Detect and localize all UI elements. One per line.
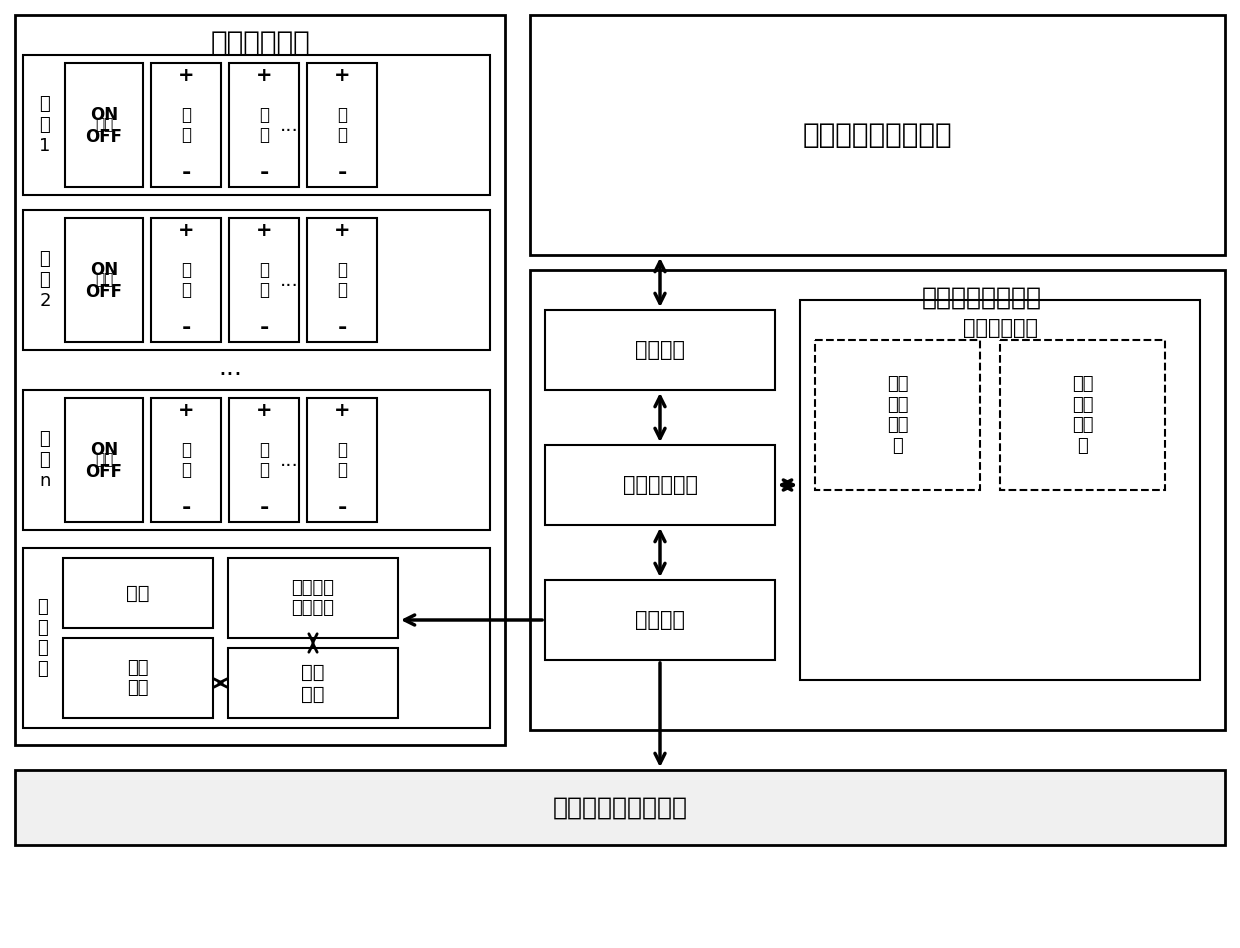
Text: ...: ... bbox=[280, 450, 299, 469]
Text: 运行状态
参数监测: 运行状态 参数监测 bbox=[291, 578, 335, 617]
Text: 温
度: 温 度 bbox=[181, 261, 191, 300]
Text: 接口模块: 接口模块 bbox=[635, 610, 684, 630]
Bar bbox=[308, 63, 377, 187]
Text: -: - bbox=[181, 318, 191, 338]
Bar bbox=[64, 398, 143, 522]
Text: OFF: OFF bbox=[86, 463, 123, 481]
Text: ...: ... bbox=[280, 116, 299, 135]
Text: OFF: OFF bbox=[86, 283, 123, 301]
Bar bbox=[24, 210, 490, 350]
Text: 自动需求响应服务器: 自动需求响应服务器 bbox=[802, 121, 952, 149]
Text: +: + bbox=[255, 400, 273, 420]
Text: ...: ... bbox=[280, 270, 299, 289]
Text: 中央空调系统: 中央空调系统 bbox=[210, 29, 310, 57]
Text: -: - bbox=[337, 318, 347, 338]
Bar bbox=[63, 558, 213, 628]
Bar bbox=[529, 15, 1225, 255]
Text: -: - bbox=[181, 163, 191, 183]
Text: +: + bbox=[255, 221, 273, 240]
Text: 风
量: 风 量 bbox=[337, 261, 347, 300]
Text: ON: ON bbox=[91, 441, 118, 459]
Text: 流
量: 流 量 bbox=[259, 261, 269, 300]
Bar bbox=[546, 445, 775, 525]
Text: -: - bbox=[259, 498, 269, 518]
Bar bbox=[999, 340, 1166, 490]
Text: 风
量: 风 量 bbox=[337, 105, 347, 144]
Text: 微处
理器: 微处 理器 bbox=[128, 659, 149, 698]
Bar bbox=[546, 580, 775, 660]
Text: 温
度: 温 度 bbox=[181, 105, 191, 144]
Bar bbox=[151, 398, 221, 522]
Text: +: + bbox=[334, 400, 350, 420]
Text: 通信
接口: 通信 接口 bbox=[301, 663, 325, 703]
Text: -: - bbox=[259, 318, 269, 338]
Text: 机
组
1: 机 组 1 bbox=[40, 95, 51, 155]
Bar bbox=[64, 218, 143, 342]
Text: 流
量: 流 量 bbox=[259, 105, 269, 144]
Bar bbox=[546, 310, 775, 390]
Text: 流
量: 流 量 bbox=[259, 441, 269, 480]
Text: 电参数、环境参数等: 电参数、环境参数等 bbox=[553, 795, 687, 819]
Text: 电源: 电源 bbox=[126, 584, 150, 603]
Text: +: + bbox=[334, 221, 350, 240]
Text: -: - bbox=[259, 163, 269, 183]
Text: -: - bbox=[181, 498, 191, 518]
Text: 数据存储模块: 数据存储模块 bbox=[962, 318, 1038, 338]
Text: OFF: OFF bbox=[86, 128, 123, 146]
Text: +: + bbox=[255, 65, 273, 84]
Text: 机
组
n: 机 组 n bbox=[40, 430, 51, 490]
Text: 风
量: 风 量 bbox=[337, 441, 347, 480]
Text: +: + bbox=[334, 65, 350, 84]
Text: 电源: 电源 bbox=[95, 452, 113, 467]
Bar bbox=[15, 15, 505, 745]
Bar bbox=[308, 218, 377, 342]
Bar bbox=[529, 270, 1225, 730]
Text: 机
组
2: 机 组 2 bbox=[40, 250, 51, 310]
Text: -: - bbox=[337, 498, 347, 518]
Text: +: + bbox=[177, 65, 195, 84]
Bar bbox=[308, 398, 377, 522]
Bar bbox=[151, 218, 221, 342]
Bar bbox=[229, 63, 299, 187]
Text: 电源: 电源 bbox=[95, 118, 113, 133]
Text: ON: ON bbox=[91, 106, 118, 124]
Bar bbox=[815, 340, 980, 490]
Text: 通信模块: 通信模块 bbox=[635, 340, 684, 360]
Bar bbox=[228, 648, 398, 718]
Text: +: + bbox=[177, 221, 195, 240]
Bar bbox=[800, 300, 1200, 680]
Text: ON: ON bbox=[91, 261, 118, 279]
Text: -: - bbox=[337, 163, 347, 183]
Bar bbox=[229, 218, 299, 342]
Text: 控
制
模
块: 控 制 模 块 bbox=[37, 598, 48, 678]
Bar bbox=[228, 558, 398, 638]
Text: 自动需求响应装置: 自动需求响应装置 bbox=[921, 286, 1042, 310]
Text: 需求
响应
策略
库: 需求 响应 策略 库 bbox=[887, 374, 908, 455]
Text: 温
度: 温 度 bbox=[181, 441, 191, 480]
Text: 微处理器模块: 微处理器模块 bbox=[622, 475, 697, 495]
Bar bbox=[63, 638, 213, 718]
Text: +: + bbox=[177, 400, 195, 420]
Text: 运行
控制
策略
库: 运行 控制 策略 库 bbox=[1071, 374, 1094, 455]
Bar bbox=[64, 63, 143, 187]
Bar bbox=[229, 398, 299, 522]
Bar bbox=[24, 390, 490, 530]
Bar bbox=[24, 55, 490, 195]
Text: ...: ... bbox=[218, 356, 242, 380]
Bar bbox=[24, 548, 490, 728]
Bar bbox=[15, 770, 1225, 845]
Bar bbox=[151, 63, 221, 187]
Text: 电源: 电源 bbox=[95, 272, 113, 287]
